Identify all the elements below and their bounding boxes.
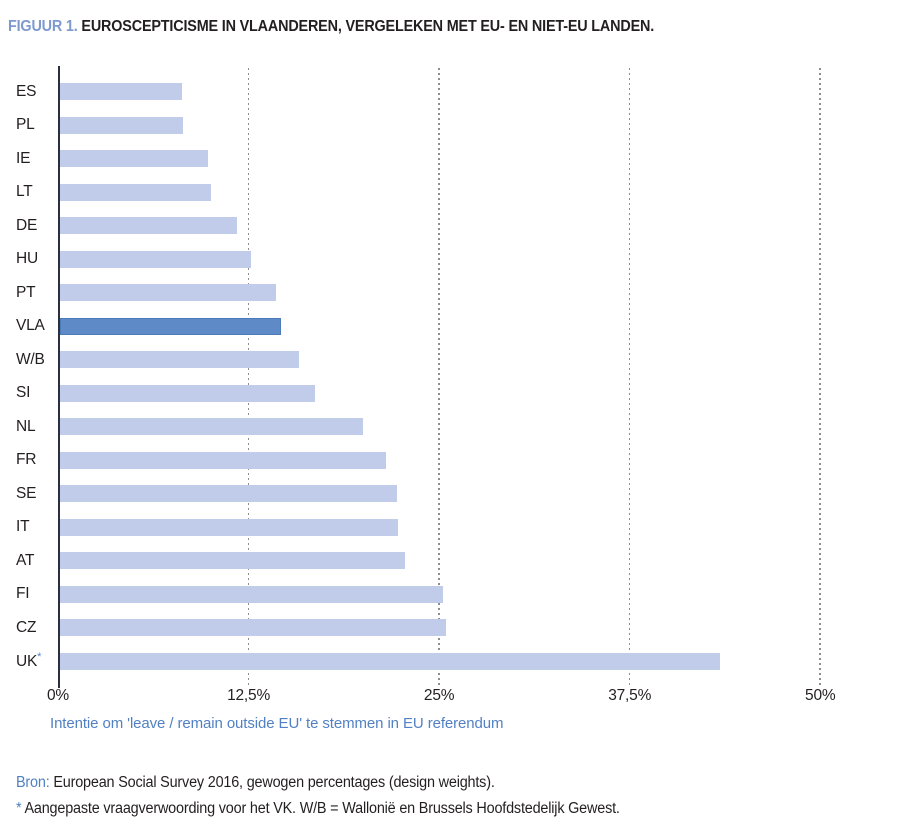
note-marker: *	[16, 800, 22, 817]
y-axis-line	[58, 66, 60, 688]
bar-hu	[60, 250, 251, 268]
bar-row: UK*	[16, 645, 888, 679]
bar-row: DE	[16, 209, 888, 243]
x-tick-label: 25%	[423, 687, 455, 704]
bar-row: PL	[16, 109, 888, 143]
bar-it	[60, 518, 399, 536]
y-axis-category-label: CZ	[16, 618, 37, 636]
bar-row: W/B	[16, 343, 888, 377]
y-axis-category-label: SI	[16, 384, 31, 402]
bar-fi	[60, 585, 443, 603]
y-axis-category-label: FR	[16, 451, 37, 469]
y-axis-category-label: ES	[16, 82, 37, 100]
y-axis-category-label: PT	[16, 283, 36, 301]
y-axis-category-label: W/B	[16, 350, 45, 368]
source-line: Bron: European Social Survey 2016, gewog…	[16, 770, 829, 796]
y-axis-category-label: FI	[16, 585, 30, 603]
bar-uk	[60, 652, 721, 670]
figure-number: FIGUUR 1.	[8, 18, 78, 35]
y-axis-category-label: SE	[16, 484, 37, 502]
y-axis-category-label: HU	[16, 250, 38, 268]
y-axis-category-label: AT	[16, 551, 35, 569]
bar-si	[60, 384, 315, 402]
bar-row: VLA	[16, 310, 888, 344]
bar-row: FI	[16, 578, 888, 612]
y-axis-category-label: PL	[16, 116, 35, 134]
x-tick-label: 50%	[805, 687, 836, 704]
bar-de	[60, 217, 237, 235]
bar-vla	[60, 317, 282, 335]
bar-row: FR	[16, 444, 888, 478]
bar-rows: ES PL IE LT DE HU PT VLA W/B SI NL FR SE IT AT FI CZ UK*	[16, 66, 888, 679]
source-label: Bron:	[16, 774, 50, 791]
x-tick-label: 0%	[46, 687, 70, 704]
y-axis-category-label: UK*	[16, 651, 42, 671]
source-text: European Social Survey 2016, gewogen per…	[49, 774, 495, 791]
y-axis-category-label: VLA	[16, 317, 45, 335]
bar-nl	[60, 418, 364, 436]
bar-row: NL	[16, 410, 888, 444]
bar-wb	[60, 351, 300, 369]
bar-row: HU	[16, 243, 888, 277]
bar-at	[60, 552, 405, 570]
gridline-25	[438, 68, 440, 686]
bar-fr	[60, 451, 387, 469]
bar-ie	[60, 150, 208, 168]
figure-title-text: EUROSCEPTICISME IN VLAANDEREN, VERGELEKE…	[77, 18, 655, 35]
y-axis-category-label: IT	[16, 518, 30, 536]
note-line: * Aangepaste vraagverwoording voor het V…	[16, 796, 829, 822]
bar-pl	[60, 116, 184, 134]
bar-se	[60, 485, 397, 503]
y-axis-category-label: IE	[16, 149, 31, 167]
x-tick-label: 37,5%	[608, 687, 652, 704]
bar-row: SI	[16, 377, 888, 411]
bar-row: ES	[16, 75, 888, 109]
bar-row: AT	[16, 544, 888, 578]
footnote-asterisk: *	[37, 651, 42, 664]
x-axis-caption: Intentie om 'leave / remain outside EU' …	[50, 715, 504, 732]
bar-chart: ES PL IE LT DE HU PT VLA W/B SI NL FR SE IT AT FI CZ UK*	[16, 66, 890, 688]
bar-row: SE	[16, 477, 888, 511]
bar-pt	[60, 284, 277, 302]
bar-row: IT	[16, 511, 888, 545]
bar-row: LT	[16, 176, 888, 210]
bar-row: CZ	[16, 611, 888, 645]
bar-cz	[60, 619, 446, 637]
y-axis-category-label: LT	[16, 183, 33, 201]
bar-row: IE	[16, 142, 888, 176]
x-axis-ticks: 0% 12,5% 25% 37,5% 50%	[47, 687, 890, 707]
gridline-50	[819, 68, 822, 686]
figure-footer: Bron: European Social Survey 2016, gewog…	[16, 770, 890, 822]
figure-title: FIGUUR 1. EUROSCEPTICISME IN VLAANDEREN,…	[8, 18, 802, 36]
gridline-12-5	[247, 68, 250, 686]
note-text: Aangepaste vraagverwoording voor het VK.…	[21, 800, 620, 817]
y-axis-category-label: DE	[16, 216, 38, 234]
plot-area: ES PL IE LT DE HU PT VLA W/B SI NL FR SE IT AT FI CZ UK*	[16, 66, 888, 688]
gridline-37-5	[628, 68, 631, 686]
bar-es	[60, 83, 182, 101]
bar-lt	[60, 183, 211, 201]
y-axis-category-label: NL	[16, 417, 36, 435]
x-tick-label: 12,5%	[227, 687, 271, 704]
bar-row: PT	[16, 276, 888, 310]
